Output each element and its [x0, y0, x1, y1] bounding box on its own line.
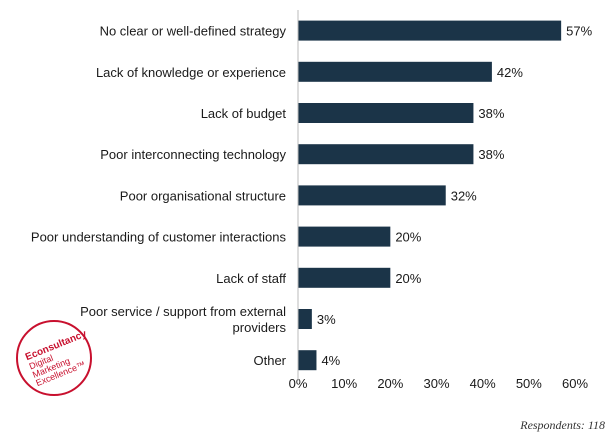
bar-3 [298, 144, 474, 165]
x-tick-label-5: 50% [516, 376, 542, 391]
category-label-1: Lack of knowledge or experience [96, 65, 286, 80]
x-tick-label-6: 60% [562, 376, 588, 391]
category-label-4: Poor organisational structure [120, 188, 286, 203]
x-tick-label-0: 0% [289, 376, 308, 391]
value-label-8: 4% [321, 353, 340, 368]
category-labels: No clear or well-defined strategy Lack of… [31, 24, 287, 369]
category-label-2: Lack of budget [201, 106, 287, 121]
category-label-5: Poor understanding of customer interacti… [31, 230, 287, 245]
value-label-1: 42% [497, 65, 523, 80]
x-tick-label-2: 20% [377, 376, 403, 391]
logo-brand: Econsultancy [24, 328, 89, 363]
bar-5 [298, 226, 391, 247]
category-label-8: Other [253, 353, 286, 368]
bar-2 [298, 103, 474, 123]
value-label-3: 38% [478, 147, 504, 162]
category-label-7: Poor service / support from external prov… [80, 304, 286, 335]
value-label-5: 20% [395, 230, 421, 245]
value-label-7: 3% [317, 312, 336, 327]
econsultancy-logo: Econsultancy Digital Marketing Excellenc… [16, 320, 92, 396]
value-labels: 57% 42% 38% 38% 32% 20% 20% 3% 4% [317, 24, 593, 369]
respondents-footnote: Respondents: 118 [520, 418, 605, 432]
x-tick-label-1: 10% [331, 376, 357, 391]
x-axis-ticks: 0% 10% 20% 30% 40% 50% 60% [289, 376, 589, 391]
bar-0 [298, 20, 562, 41]
x-tick-label-3: 30% [423, 376, 449, 391]
bars-group [298, 20, 562, 371]
category-label-0: No clear or well-defined strategy [100, 24, 287, 39]
value-label-6: 20% [395, 271, 421, 286]
value-label-4: 32% [451, 188, 477, 203]
category-label-3: Poor interconnecting technology [100, 147, 286, 162]
bar-1 [298, 61, 492, 82]
bar-7 [298, 309, 312, 329]
x-tick-label-4: 40% [470, 376, 496, 391]
bar-8 [298, 350, 317, 371]
value-label-0: 57% [566, 24, 592, 39]
category-label-6: Lack of staff [216, 271, 286, 286]
value-label-2: 38% [478, 106, 504, 121]
bar-6 [298, 267, 391, 288]
bar-4 [298, 185, 446, 206]
